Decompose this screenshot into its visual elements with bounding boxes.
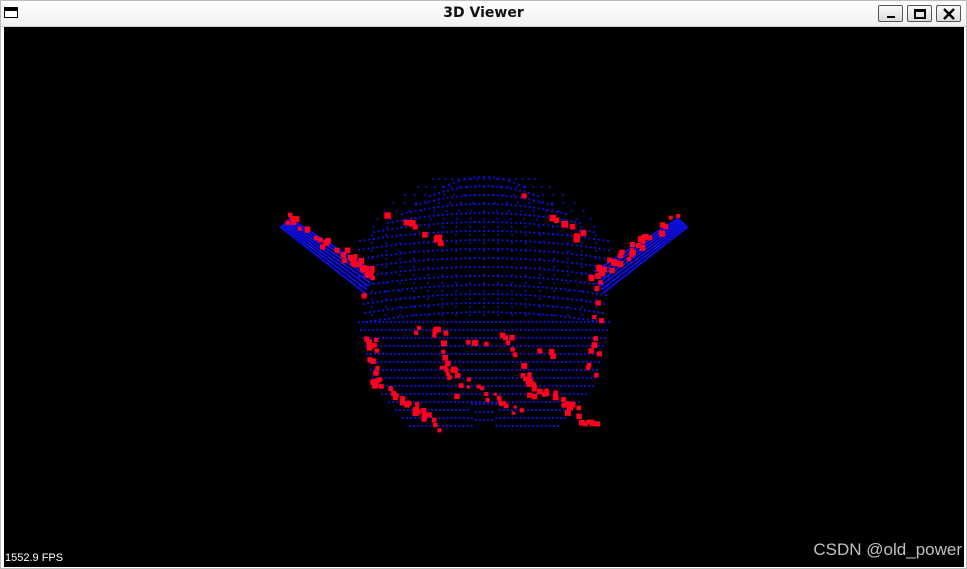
title-bar[interactable]: 3D Viewer: [1, 1, 966, 27]
close-icon: [943, 8, 955, 20]
window-app-icon[interactable]: [4, 7, 18, 18]
maximize-button[interactable]: [907, 5, 932, 22]
watermark-text: CSDN @old_power: [813, 540, 962, 559]
point-cloud-render: [279, 176, 689, 433]
3d-viewport[interactable]: 1552.9 FPS CSDN @old_power: [4, 27, 964, 567]
keypoint-markers: [285, 193, 681, 433]
minimize-icon: [887, 16, 895, 18]
maximize-icon: [914, 9, 926, 19]
fps-counter: 1552.9 FPS: [5, 552, 64, 564]
close-button[interactable]: [936, 5, 961, 22]
window-title: 3D Viewer: [443, 5, 524, 21]
minimize-button[interactable]: [878, 5, 903, 22]
